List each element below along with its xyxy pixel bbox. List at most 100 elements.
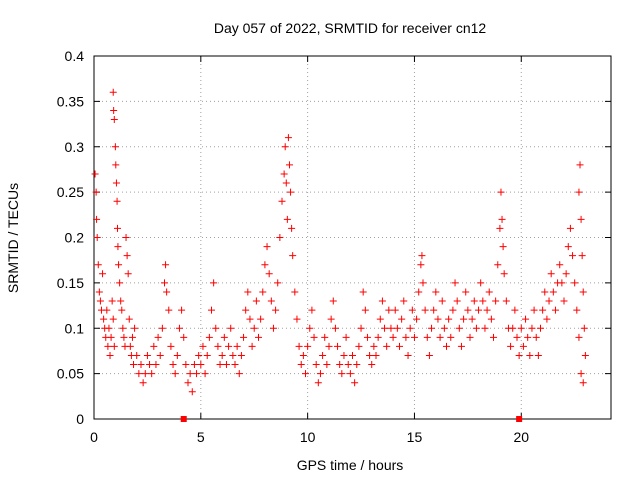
data-point [402,333,410,341]
data-point [487,315,495,323]
data-point [112,161,120,169]
data-point [240,333,248,341]
data-point [541,288,549,296]
data-point [569,252,577,260]
data-point [148,370,156,378]
data-point [284,134,292,142]
data-point [460,315,468,323]
data-point [259,288,267,296]
data-point [203,351,211,359]
data-point [310,333,318,341]
data-point [485,288,493,296]
data-point [124,270,132,278]
data-point [233,342,241,350]
data-point [126,342,134,350]
data-point [430,306,438,314]
data-point [205,333,213,341]
data-point [297,361,305,369]
y-tick-label: 0.15 [57,275,84,291]
data-point [96,297,104,305]
data-point [374,333,382,341]
data-point [566,224,574,232]
data-point [580,324,588,332]
data-point [477,279,485,287]
data-point [281,143,289,151]
y-tick-label: 0.35 [57,93,84,109]
data-point [496,224,504,232]
data-point [419,279,427,287]
data-point [453,297,461,305]
data-point [398,315,406,323]
data-point [128,333,136,341]
data-point [556,261,564,269]
data-point [447,333,455,341]
axis-marker [180,416,187,422]
data-point [443,342,450,350]
y-tick-label: 0.25 [57,184,84,200]
axis-markers [180,416,523,422]
data-point [267,297,275,305]
data-point [283,215,291,223]
data-point [143,351,151,359]
data-point [137,361,145,369]
data-point [261,261,269,269]
data-point [113,197,121,205]
data-point [274,279,282,287]
data-point [158,324,166,332]
data-point [171,370,179,378]
data-point [551,306,559,314]
data-point [288,224,296,232]
data-point [400,297,408,305]
data-point [543,315,551,323]
data-point [579,288,587,296]
data-point [229,351,237,359]
x-tick-label: 10 [300,429,316,445]
data-point [190,361,198,369]
data-point [413,315,421,323]
data-point [130,361,138,369]
data-point [162,261,170,269]
data-point [391,306,399,314]
data-point [289,252,297,260]
data-point [428,324,436,332]
data-point [218,351,226,359]
data-point [577,370,585,378]
data-point [180,333,188,341]
data-point [522,315,530,323]
data-point [423,333,431,341]
data-point [314,379,322,387]
data-point [336,361,344,369]
data-point [104,342,112,350]
data-point [199,342,207,350]
data-point [242,306,250,314]
data-point [393,324,401,332]
data-point [146,361,154,369]
data-point [492,297,500,305]
data-point [445,315,453,323]
data-point [321,333,329,341]
data-point [571,279,579,287]
data-point [222,361,230,369]
x-tick-label: 0 [90,429,98,445]
data-point [123,252,131,260]
data-point [361,306,369,314]
y-tick-label: 0 [76,411,84,427]
data-point [278,197,286,205]
data-point [338,370,346,378]
data-point [359,288,367,296]
data-point [494,261,502,269]
data-point [470,297,478,305]
data-point [355,342,363,350]
data-point [564,243,572,251]
data-point [188,388,196,396]
data-point [376,315,384,323]
data-point [434,315,442,323]
data-point [109,315,117,323]
data-point [116,279,124,287]
data-point [120,333,128,341]
data-point [578,252,586,260]
data-point [323,361,331,369]
data-point [389,333,397,341]
data-point [119,324,127,332]
data-point [114,224,121,232]
